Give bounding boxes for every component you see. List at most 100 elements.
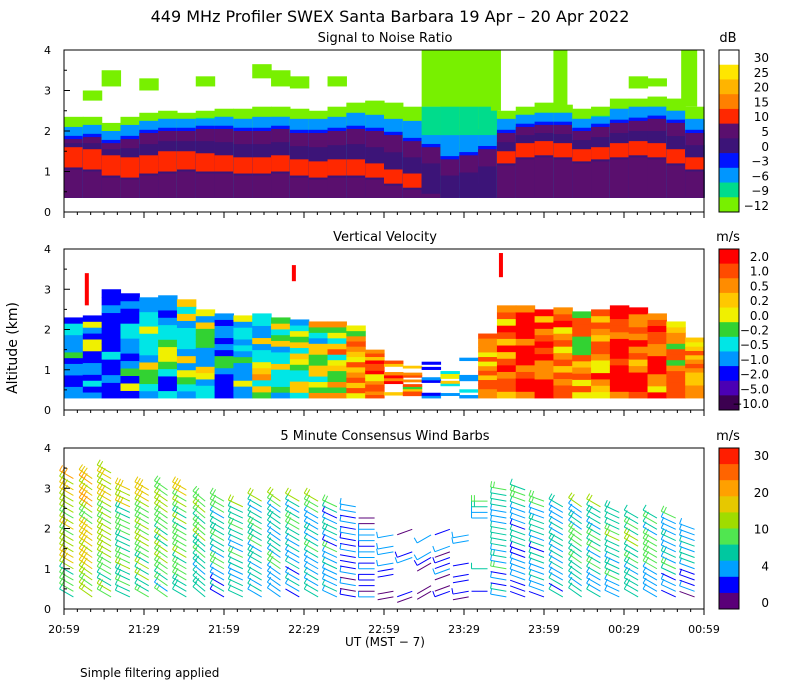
wind-barb (586, 515, 601, 525)
wind-barb (452, 596, 469, 601)
wind-barb-flag (490, 554, 493, 561)
wind-barb (322, 555, 338, 564)
wind-barb (452, 579, 469, 584)
velocity-cell (346, 392, 366, 399)
velocity-cell (252, 349, 272, 357)
velocity-cell (496, 311, 517, 320)
wind-barb (339, 554, 356, 558)
wind-barb (548, 554, 564, 564)
velocity-cell (534, 366, 555, 374)
wind-barb (115, 544, 131, 553)
colorbar-label: 30 (754, 449, 769, 463)
velocity-cell (515, 325, 536, 333)
velocity-cell (515, 311, 536, 320)
velocity-cell (666, 376, 686, 383)
wind-barb (267, 514, 281, 525)
wind-barb (304, 498, 319, 508)
wind-barb (247, 560, 262, 570)
velocity-cell (365, 373, 385, 378)
velocity-cell (384, 377, 404, 382)
wind-barb (661, 572, 676, 581)
wind-barb (96, 464, 112, 474)
colorbar-label: −0.2 (740, 324, 769, 338)
snr-cell (421, 179, 442, 192)
wind-barb (490, 486, 507, 491)
velocity-cell (308, 354, 329, 361)
wind-barb-flag (432, 557, 436, 564)
wind-barb-flag (339, 588, 342, 595)
colorbar-swatch (719, 50, 739, 66)
wind-barb (322, 544, 338, 553)
colorbar-swatch (719, 79, 739, 95)
velocity-cell (591, 315, 611, 323)
wind-barb (304, 560, 319, 570)
snr-cell (214, 173, 235, 198)
colorbar-swatch (719, 249, 739, 265)
velocity-cell (289, 392, 310, 399)
velocity-cell (628, 320, 649, 328)
velocity-cell (214, 373, 235, 381)
wind-barb (568, 542, 582, 553)
wind-barb (209, 565, 225, 575)
velocity-cell (365, 366, 385, 371)
wind-barb (548, 588, 564, 598)
wind-barb (509, 483, 526, 491)
wind-barb (679, 568, 695, 575)
velocity-cell (572, 391, 592, 399)
velocity-cell (233, 344, 253, 352)
velocity-cell (591, 378, 611, 386)
wind-barb (154, 491, 168, 502)
snr-cell (233, 157, 253, 174)
colorbar-label: 25 (754, 66, 769, 80)
wind-barb (267, 570, 281, 581)
wind-barb (528, 545, 545, 553)
velocity-cell (365, 384, 385, 389)
velocity-cell (666, 387, 686, 393)
wind-barb-flag (660, 505, 665, 512)
velocity-cell (176, 341, 197, 350)
wind-barb (434, 551, 451, 558)
velocity-cell (384, 363, 404, 367)
velocity-cell (233, 386, 253, 393)
velocity-cell (666, 326, 686, 333)
wind-barb (172, 554, 187, 564)
wind-barb (115, 555, 131, 564)
wind-barb-flag (490, 537, 493, 544)
velocity-cell (176, 320, 197, 328)
wind-barb (548, 503, 564, 513)
wind-barb-flag (509, 478, 513, 485)
wind-barb (339, 565, 356, 570)
colorbar-swatch (719, 380, 739, 396)
wind-barb (285, 565, 300, 575)
wind-barb (339, 509, 356, 513)
velocity-cell (440, 380, 460, 384)
velocity-cell (120, 330, 140, 339)
velocity-cell (685, 354, 705, 360)
wind-barb (285, 582, 300, 592)
velocity-cell (308, 321, 329, 328)
wind-barb-flag (227, 494, 232, 501)
wind-barb-flag (339, 514, 342, 521)
snr-plot-area (64, 50, 705, 198)
velocity-cell (101, 374, 122, 383)
wind-barb (548, 537, 564, 547)
wind-barb (322, 550, 338, 558)
velocity-cell (346, 330, 366, 337)
snr-cell (647, 159, 667, 198)
wind-barb (377, 551, 394, 556)
wind-barb (209, 509, 225, 519)
wind-barb (586, 549, 601, 558)
wind-barb (679, 528, 695, 536)
wind-barb (192, 563, 206, 575)
velocity-cell (628, 384, 649, 392)
velocity-cell (591, 353, 611, 361)
velocity-cell (666, 381, 686, 388)
velocity-cell (685, 393, 705, 399)
wind-barb (209, 577, 225, 587)
colorbar-label: −6 (751, 169, 769, 183)
wind-barb-flag (177, 479, 181, 485)
velocity-cell (553, 352, 573, 360)
wind-barb (509, 557, 526, 564)
velocity-cell (647, 331, 667, 339)
